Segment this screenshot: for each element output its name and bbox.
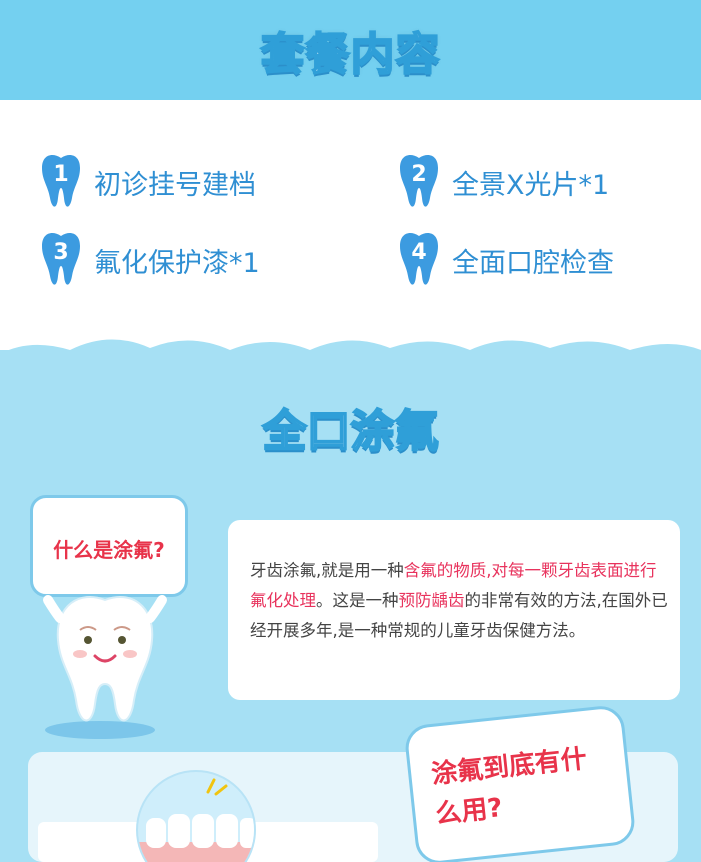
question-text-2: 涂氟到底有什么用? xyxy=(429,743,589,830)
info-text-part: 。这是一种 xyxy=(316,591,399,610)
tooth-mascot-icon xyxy=(43,595,167,739)
package-item: 3 氟化保护漆*1 xyxy=(40,230,260,290)
tooth-icon: 2 xyxy=(398,152,440,212)
package-item: 2 全景X光片*1 xyxy=(398,152,609,212)
question-sign: 什么是涂氟? xyxy=(30,495,188,597)
item-number: 2 xyxy=(411,162,427,187)
teeth-illustration-icon xyxy=(136,770,256,862)
info-highlight: 预防龋齿 xyxy=(398,591,465,610)
info-text: 牙齿涂氟,就是用一种含氟的物质,对每一颗牙齿表面进行氟化处理。这是一种预防龋齿的… xyxy=(250,556,670,646)
question-text: 什么是涂氟? xyxy=(53,538,165,562)
info-text-part: 牙齿涂氟,就是用一种 xyxy=(250,561,404,580)
package-item: 4 全面口腔检查 xyxy=(398,230,614,290)
info-highlight: 含氟的物质,对每一颗牙齿表面进行氟化处理 xyxy=(250,561,657,610)
item-label: 初诊挂号建档 xyxy=(94,169,256,201)
package-item: 1 初诊挂号建档 xyxy=(40,152,256,212)
tooth-icon: 4 xyxy=(398,230,440,290)
item-label: 全景X光片*1 xyxy=(452,169,610,201)
question-sign-2: 涂氟到底有什么用? xyxy=(403,703,637,862)
item-number: 4 xyxy=(411,240,427,265)
info-text-part: 的非常有效的方法,在国外已经开展多年,是一种常规的儿童牙齿保健方法。 xyxy=(250,591,668,640)
header-title: 套餐内容 xyxy=(260,28,441,81)
item-label: 全面口腔检查 xyxy=(452,247,614,279)
tooth-icon: 3 xyxy=(40,230,82,290)
info-box: 牙齿涂氟,就是用一种含氟的物质,对每一颗牙齿表面进行氟化处理。这是一种预防龋齿的… xyxy=(228,520,680,700)
section-title: 全口涂氟 xyxy=(262,405,440,458)
header-band: 套餐内容 xyxy=(0,0,701,100)
item-label: 氟化保护漆*1 xyxy=(94,247,260,279)
item-number: 3 xyxy=(53,240,69,265)
tooth-icon: 1 xyxy=(40,152,82,212)
item-number: 1 xyxy=(53,162,69,187)
